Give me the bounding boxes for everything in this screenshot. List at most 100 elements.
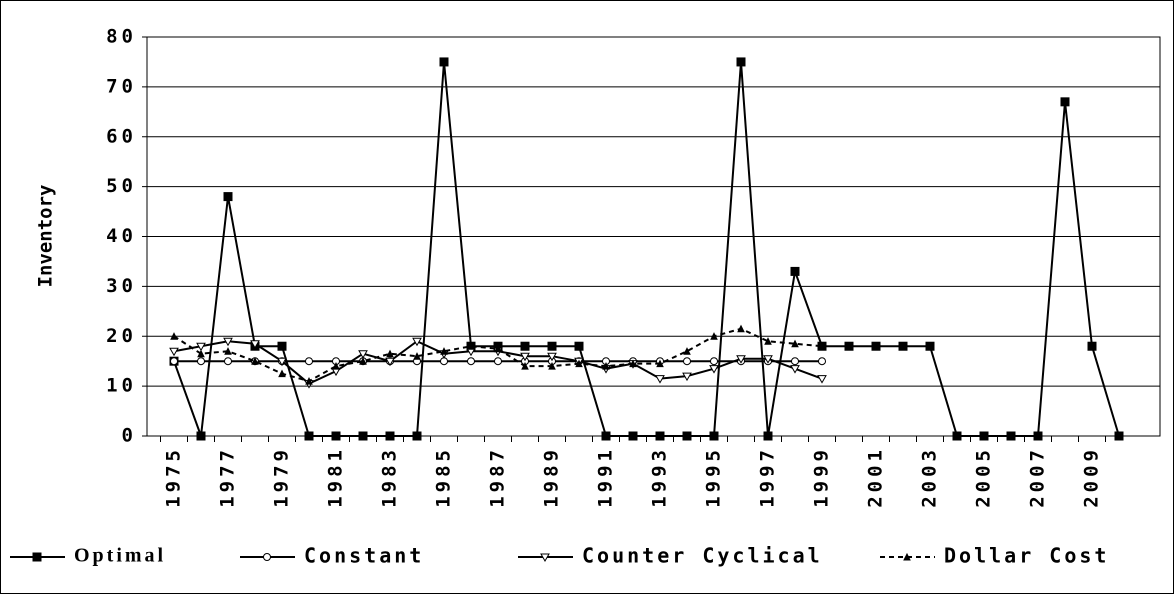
- y-axis-label: Inventory: [35, 185, 57, 288]
- point: [844, 341, 854, 351]
- point: [440, 347, 448, 355]
- point: [547, 352, 557, 362]
- x-tick-label: 2003: [919, 446, 941, 508]
- point: [547, 341, 557, 351]
- point: [818, 342, 826, 350]
- legend-label: Optimal: [74, 545, 166, 567]
- legend-item: Constant: [240, 544, 421, 568]
- x-tick-label: 1981: [325, 446, 347, 508]
- point: [903, 552, 911, 561]
- point: [358, 350, 368, 359]
- point: [548, 362, 556, 370]
- y-tick-label: 40: [106, 225, 137, 247]
- point: [224, 357, 232, 366]
- point: [494, 344, 502, 353]
- x-tick-label: 1999: [811, 446, 833, 508]
- point: [818, 357, 826, 366]
- point: [494, 357, 502, 366]
- point: [817, 375, 827, 384]
- point: [1060, 97, 1070, 107]
- point: [898, 341, 908, 351]
- point: [412, 337, 422, 347]
- point: [224, 347, 232, 355]
- point: [628, 431, 638, 441]
- point: [520, 341, 530, 351]
- point: [359, 357, 367, 365]
- point: [521, 362, 529, 370]
- x-tick-label: 1993: [649, 446, 671, 508]
- point: [763, 355, 773, 364]
- point: [682, 372, 692, 382]
- point: [467, 342, 475, 350]
- point: [1006, 431, 1016, 441]
- x-tick-label: 1997: [757, 446, 779, 508]
- point: [251, 357, 259, 365]
- point: [440, 357, 448, 366]
- point: [278, 369, 286, 378]
- point: [223, 337, 233, 347]
- point: [305, 377, 313, 385]
- point: [575, 359, 583, 368]
- legend-label: Dollar Cost: [944, 544, 1109, 568]
- point: [197, 357, 205, 366]
- point: [736, 57, 746, 67]
- point: [304, 431, 314, 441]
- point: [709, 365, 719, 374]
- point: [683, 357, 691, 366]
- point: [952, 431, 962, 441]
- point: [385, 431, 395, 441]
- point: [979, 431, 989, 441]
- y-tick-label: 20: [106, 325, 137, 347]
- point: [250, 340, 260, 349]
- x-tick-label: 1991: [595, 446, 617, 508]
- point: [710, 357, 718, 366]
- point: [1087, 341, 1097, 351]
- point: [709, 431, 719, 441]
- point: [790, 266, 800, 276]
- y-tick-label: 50: [106, 175, 137, 197]
- point: [540, 553, 550, 563]
- x-tick-label: 1989: [541, 446, 563, 508]
- point: [710, 332, 718, 340]
- y-tick-label: 30: [106, 275, 137, 297]
- point: [169, 347, 179, 357]
- x-tick-label: 2001: [865, 446, 887, 508]
- x-tick-label: 1979: [271, 446, 293, 508]
- point: [602, 362, 610, 370]
- x-tick-label: 1985: [433, 446, 455, 508]
- x-tick-label: 1975: [163, 446, 185, 508]
- point: [656, 359, 664, 368]
- x-tick-label: 1977: [217, 446, 239, 508]
- legend-label: Counter Cyclical: [582, 544, 823, 568]
- point: [763, 431, 773, 441]
- y-tick-label: 0: [122, 425, 137, 447]
- y-tick-label: 10: [106, 375, 137, 397]
- point: [871, 341, 881, 351]
- y-tick-label: 70: [106, 75, 137, 97]
- x-tick-label: 2007: [1027, 446, 1049, 508]
- point: [196, 342, 206, 352]
- point: [412, 431, 422, 441]
- point: [683, 347, 691, 355]
- point: [332, 362, 340, 370]
- point: [223, 192, 233, 202]
- point: [305, 357, 313, 366]
- x-tick-label: 1983: [379, 446, 401, 508]
- point: [1033, 431, 1043, 441]
- point: [791, 339, 799, 348]
- point: [170, 357, 178, 366]
- point: [737, 324, 745, 333]
- legend-item: Optimal: [10, 545, 166, 567]
- point: [736, 355, 746, 364]
- point: [358, 431, 368, 441]
- point: [791, 357, 799, 366]
- point: [601, 431, 611, 441]
- point: [574, 341, 584, 351]
- point: [170, 332, 178, 340]
- point: [277, 341, 287, 351]
- point: [32, 552, 42, 562]
- point: [386, 349, 394, 358]
- legend-item: Dollar Cost: [880, 544, 1109, 568]
